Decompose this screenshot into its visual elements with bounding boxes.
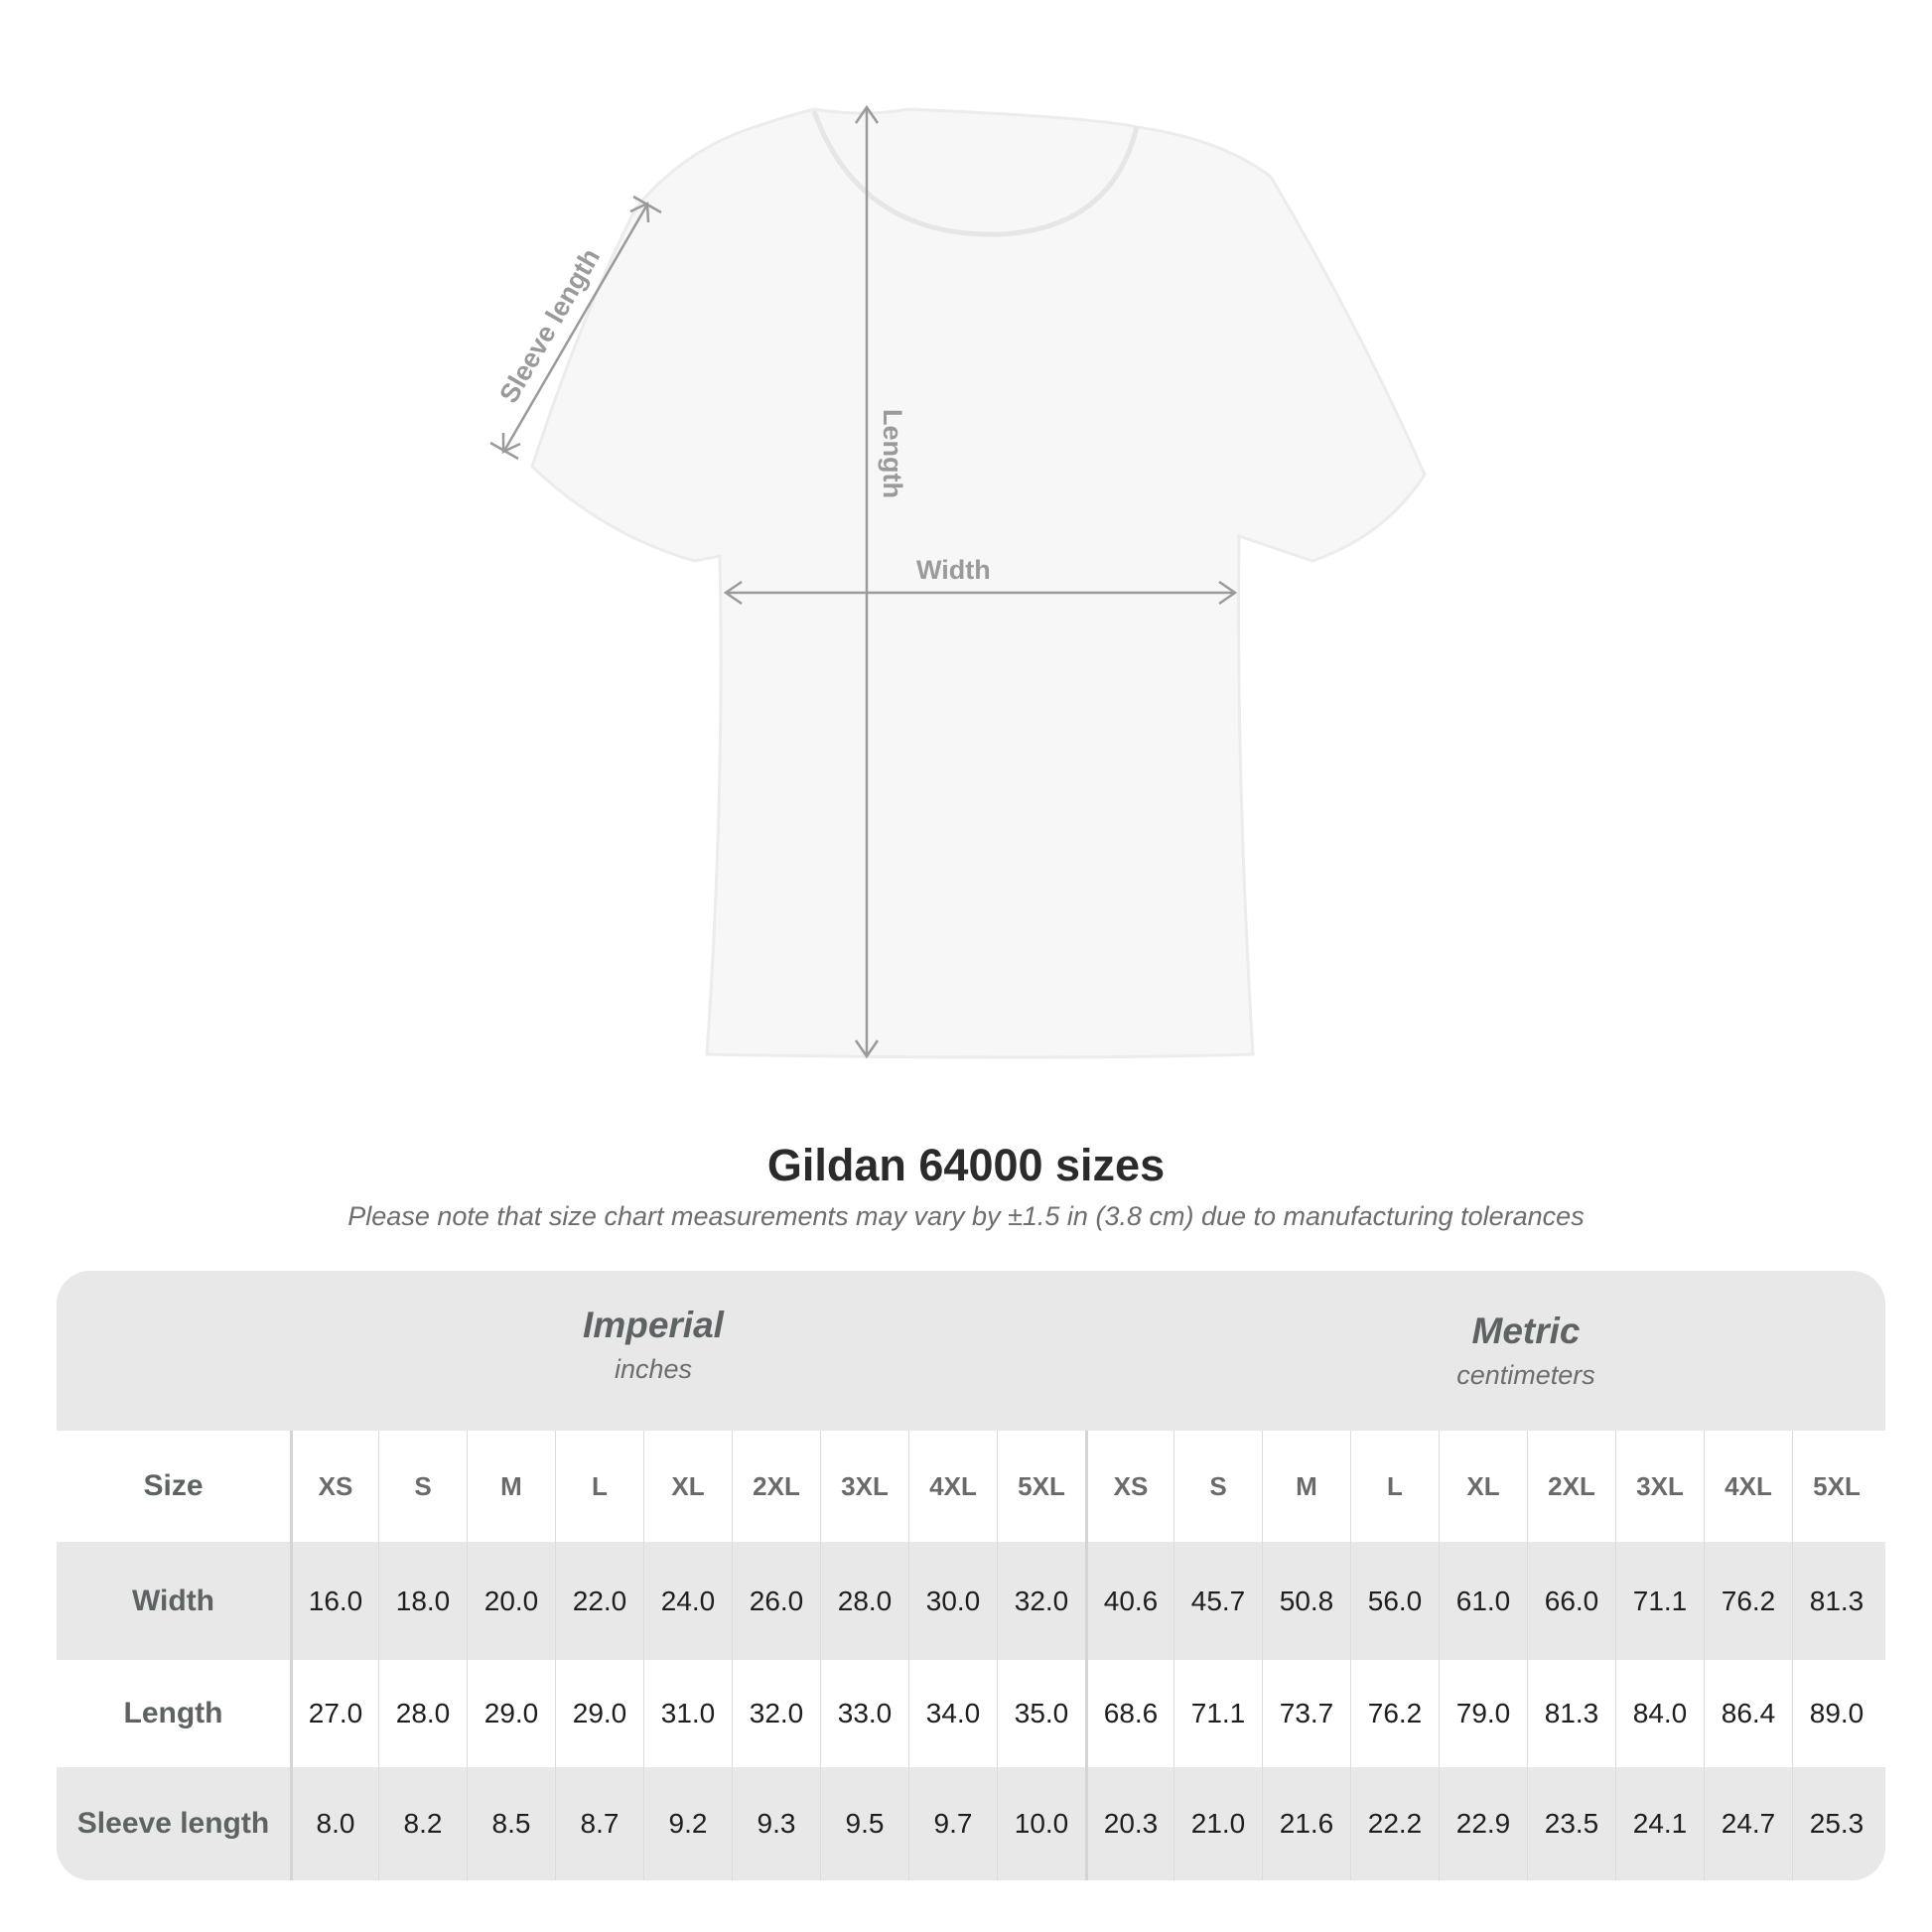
size-header-cell: L: [1350, 1431, 1439, 1542]
table-cell: 50.8: [1262, 1542, 1350, 1660]
table-cell: 9.5: [820, 1767, 908, 1880]
table-cell: 66.0: [1527, 1542, 1615, 1660]
table-row-sleeve-length: Sleeve length 8.0 8.2 8.5 8.7 9.2 9.3 9.5 9.7 10.…: [57, 1767, 1885, 1880]
table-cell: 89.0: [1792, 1660, 1880, 1767]
table-cell: 79.0: [1439, 1660, 1527, 1767]
table-cell: 22.0: [555, 1542, 643, 1660]
table-cell: 76.2: [1704, 1542, 1792, 1660]
size-label: Size: [143, 1469, 204, 1502]
table-cell: 20.0: [467, 1542, 555, 1660]
table-cell: 21.0: [1173, 1767, 1262, 1880]
table-cell: 10.0: [997, 1767, 1085, 1880]
imperial-title: Imperial: [583, 1305, 724, 1345]
metric-header: Metric centimeters: [1228, 1311, 1824, 1391]
size-header-cell: S: [1173, 1431, 1262, 1542]
size-header-cell: 4XL: [1704, 1431, 1792, 1542]
table-cell: 16.0: [290, 1542, 378, 1660]
table-cell: 76.2: [1350, 1660, 1439, 1767]
table-cell: 73.7: [1262, 1660, 1350, 1767]
length-label: Length: [878, 409, 907, 498]
size-header-cell: L: [555, 1431, 643, 1542]
size-header-cell: 3XL: [1615, 1431, 1704, 1542]
imperial-header: Imperial inches: [355, 1305, 951, 1385]
size-header-cell: 5XL: [997, 1431, 1085, 1542]
table-cell: 84.0: [1615, 1660, 1704, 1767]
table-cell: 81.3: [1792, 1542, 1880, 1660]
table-cell: 22.2: [1350, 1767, 1439, 1880]
table-cell: 28.0: [378, 1660, 467, 1767]
table-cell: 28.0: [820, 1542, 908, 1660]
size-header-cell: XS: [290, 1431, 378, 1542]
size-header-cell: 2XL: [732, 1431, 820, 1542]
table-cell: 9.7: [908, 1767, 997, 1880]
table-cell: 33.0: [820, 1660, 908, 1767]
row-label: Width: [131, 1584, 215, 1617]
size-header-cell: M: [467, 1431, 555, 1542]
table-cell: 56.0: [1350, 1542, 1439, 1660]
table-cell: 61.0: [1439, 1542, 1527, 1660]
tshirt-diagram: Sleeve length Length Width: [489, 104, 1427, 1059]
table-cell: 23.5: [1527, 1767, 1615, 1880]
size-row: Size XS S M L XL 2XL 3XL 4XL 5XL XS S M L XL 2XL 3XL 4XL…: [57, 1431, 1885, 1542]
size-header-cell: XL: [1439, 1431, 1527, 1542]
table-cell: 68.6: [1085, 1660, 1173, 1767]
table-cell: 35.0: [997, 1660, 1085, 1767]
size-header-cell: 3XL: [820, 1431, 908, 1542]
table-cell: 8.7: [555, 1767, 643, 1880]
table-cell: 21.6: [1262, 1767, 1350, 1880]
table-cell: 26.0: [732, 1542, 820, 1660]
size-header-cell: 5XL: [1792, 1431, 1880, 1542]
tshirt-illustration: [530, 107, 1427, 1059]
tshirt-collar: [811, 110, 1140, 237]
table-cell: 8.0: [290, 1767, 378, 1880]
tolerance-note: Please note that size chart measurements…: [347, 1201, 1585, 1231]
table-cell: 71.1: [1615, 1542, 1704, 1660]
size-header-cell: 2XL: [1527, 1431, 1615, 1542]
table-cell: 86.4: [1704, 1660, 1792, 1767]
table-cell: 8.2: [378, 1767, 467, 1880]
table-cell: 32.0: [732, 1660, 820, 1767]
table-cell: 24.0: [643, 1542, 732, 1660]
table-cell: 81.3: [1527, 1660, 1615, 1767]
table-row-length: Length 27.0 28.0 29.0 29.0 31.0 32.0 33.0 34.0 35…: [57, 1660, 1885, 1767]
table-cell: 45.7: [1173, 1542, 1262, 1660]
table-cell: 34.0: [908, 1660, 997, 1767]
table-cell: 22.9: [1439, 1767, 1527, 1880]
table-cell: 71.1: [1173, 1660, 1262, 1767]
table-cell: 32.0: [997, 1542, 1085, 1660]
table-cell: 29.0: [467, 1660, 555, 1767]
sleeve-arrow: [502, 204, 649, 452]
table-cell: 18.0: [378, 1542, 467, 1660]
metric-unit: centimeters: [1456, 1360, 1595, 1390]
size-header-cell: 4XL: [908, 1431, 997, 1542]
size-header-cell: XS: [1085, 1431, 1173, 1542]
table-cell: 20.3: [1085, 1767, 1173, 1880]
table-cell: 9.2: [643, 1767, 732, 1880]
size-header-cell: S: [378, 1431, 467, 1542]
table-cell: 40.6: [1085, 1542, 1173, 1660]
chart-title: Gildan 64000 sizes: [766, 1140, 1166, 1190]
size-header-cell: M: [1262, 1431, 1350, 1542]
unit-header: Imperial inches Metric centimeters: [57, 1271, 1885, 1431]
row-label: Length: [123, 1697, 223, 1729]
imperial-unit: inches: [614, 1354, 693, 1384]
table-row-width: Width 16.0 18.0 20.0 22.0 24.0 26.0 28.0 30.0 32.…: [57, 1542, 1885, 1660]
table-cell: 8.5: [467, 1767, 555, 1880]
size-table: Imperial inches Metric centimeters Size …: [57, 1271, 1885, 1880]
size-header-cell: XL: [643, 1431, 732, 1542]
table-cell: 25.3: [1792, 1767, 1880, 1880]
table-cell: 31.0: [643, 1660, 732, 1767]
row-label: Sleeve length: [76, 1807, 270, 1840]
table-cell: 24.7: [1704, 1767, 1792, 1880]
table-cell: 30.0: [908, 1542, 997, 1660]
table-cell: 24.1: [1615, 1767, 1704, 1880]
metric-title: Metric: [1471, 1311, 1581, 1351]
width-label: Width: [916, 555, 991, 585]
table-cell: 27.0: [290, 1660, 378, 1767]
table-cell: 29.0: [555, 1660, 643, 1767]
table-cell: 9.3: [732, 1767, 820, 1880]
